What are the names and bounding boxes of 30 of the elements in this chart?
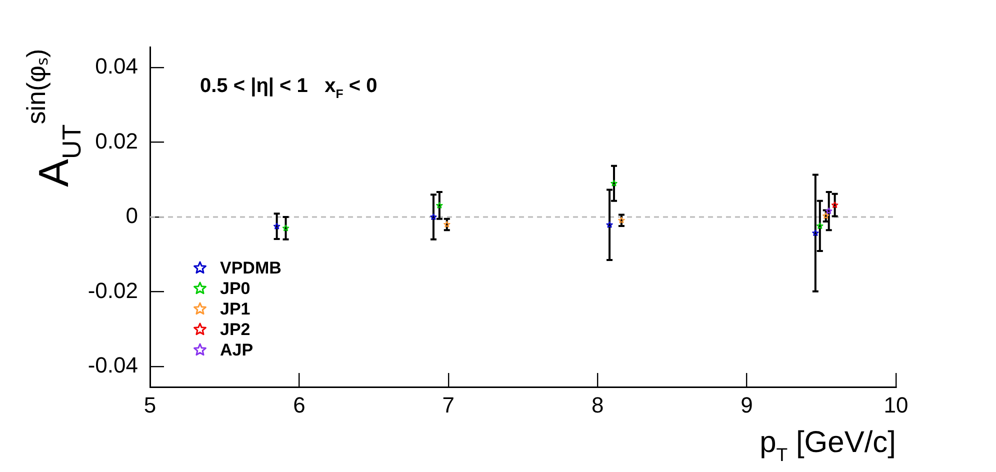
point	[282, 224, 290, 232]
y-tick-label: 0	[126, 203, 138, 228]
point	[816, 222, 824, 229]
legend-label: JP2	[220, 320, 250, 340]
x-tick-label: 5	[144, 392, 156, 418]
point	[430, 214, 437, 220]
point	[606, 221, 613, 228]
point	[610, 180, 618, 186]
point	[273, 222, 280, 230]
point	[436, 202, 443, 208]
point	[822, 212, 830, 219]
y-tick-label: 0.02	[95, 128, 138, 154]
legend-label: VPDMB	[220, 258, 282, 278]
point	[618, 216, 625, 224]
y-axis-title: AUTsin(φₛ)	[20, 48, 87, 187]
x-tick-label: 9	[740, 392, 753, 418]
y-tick-label: 0.04	[95, 54, 138, 79]
legend-label: JP0	[220, 279, 250, 298]
y-tick-label: -0.04	[88, 352, 138, 378]
point	[444, 220, 450, 228]
x-tick-label: 7	[442, 392, 455, 418]
x-tick-label: 6	[293, 392, 306, 418]
y-tick-label: -0.02	[88, 278, 138, 303]
point	[826, 208, 832, 214]
x-tick-label: 10	[884, 392, 908, 418]
x-tick-label: 8	[591, 392, 604, 418]
legend-label: JP1	[220, 300, 250, 319]
point	[831, 202, 838, 208]
legend-label: AJP	[220, 340, 254, 360]
point	[812, 230, 819, 236]
